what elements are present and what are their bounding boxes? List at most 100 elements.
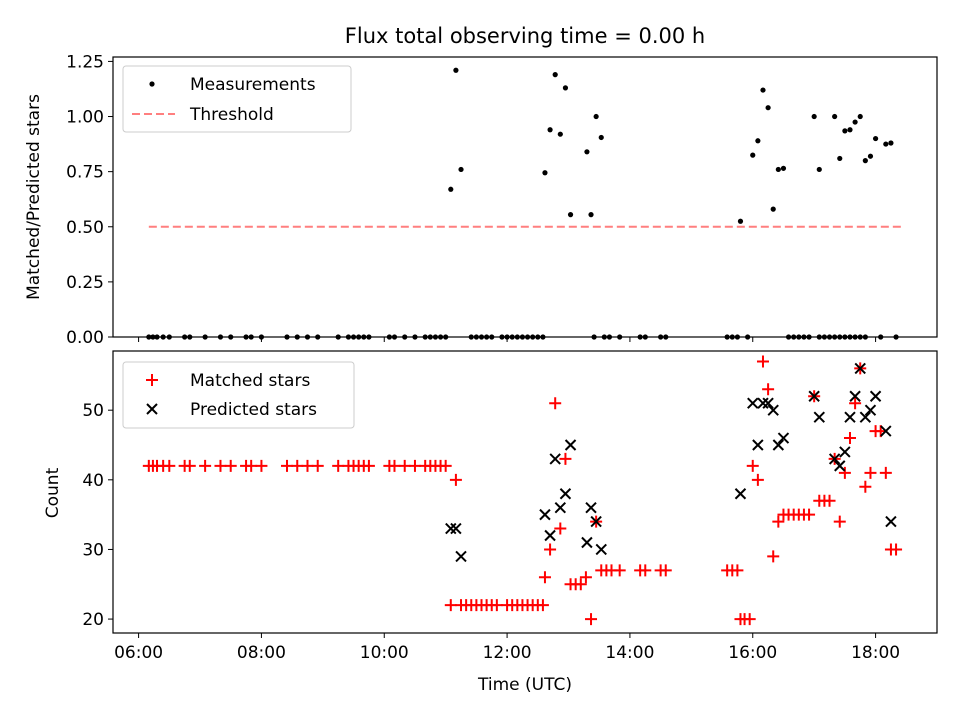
measurement-point	[150, 334, 156, 340]
measurement-point	[540, 334, 546, 340]
predicted-star-point	[772, 439, 785, 451]
measurement-point	[509, 334, 515, 340]
top-y-axis-label: Matched/Predicted stars	[24, 94, 44, 300]
measurement-point	[791, 334, 797, 340]
measurement-point	[294, 334, 300, 340]
measurement-point	[867, 153, 874, 159]
measurement-point	[504, 334, 510, 340]
matched-star-point	[823, 494, 836, 507]
matched-star-point	[245, 459, 258, 472]
measurement-point	[258, 334, 265, 340]
predicted-star-point	[885, 515, 897, 528]
measurement-point	[542, 170, 548, 176]
matched-star-point	[574, 578, 587, 591]
matched-star-point	[398, 459, 411, 472]
predicted-star-point	[839, 446, 851, 458]
predicted-star-point	[590, 515, 602, 528]
measurement-point	[567, 212, 574, 218]
measurement-point	[202, 334, 208, 340]
measurement-point	[737, 218, 744, 224]
matched-star-point	[444, 599, 457, 612]
measurement-point	[878, 334, 884, 340]
measurement-point	[478, 334, 485, 340]
measurement-point	[448, 186, 454, 192]
bottom-legend-box	[122, 361, 355, 429]
measurement-point	[228, 334, 234, 340]
measurement-point	[187, 334, 193, 340]
matched-star-point	[743, 613, 756, 626]
measurement-point	[284, 334, 290, 340]
predicted-star-point	[828, 453, 841, 465]
bottom-x-tick-label: 14:00	[605, 643, 654, 663]
measurement-point	[837, 155, 843, 162]
matched-star-point	[255, 459, 268, 472]
measurement-point	[857, 334, 863, 340]
measurement-point	[893, 334, 899, 340]
predicted-star-point	[813, 411, 825, 423]
predicted-star-point	[844, 411, 856, 423]
matched-star-point	[838, 466, 851, 479]
measurement-point	[796, 334, 802, 340]
legend-matched-marker	[146, 374, 158, 386]
measurement-point	[601, 334, 607, 340]
measurement-point	[591, 334, 597, 340]
bottom-x-tick-label: 16:00	[728, 643, 777, 663]
measurement-point	[243, 334, 249, 340]
measurement-point	[785, 334, 792, 340]
measurement-point	[888, 140, 894, 146]
measurement-point	[729, 334, 735, 340]
predicted-star-point	[767, 404, 779, 416]
matched-star-point	[890, 543, 903, 556]
matched-star-point	[449, 473, 462, 486]
matched-star-point	[585, 613, 598, 626]
predicted-star-point	[757, 397, 769, 409]
measurement-point	[765, 105, 771, 111]
matched-star-point	[311, 459, 324, 472]
matched-star-point	[554, 522, 567, 535]
matched-star-point	[767, 550, 780, 563]
measurement-point	[745, 334, 751, 340]
measurement-point	[598, 134, 604, 141]
predicted-star-point	[559, 488, 572, 500]
top-y-tick-label: 0.25	[66, 273, 104, 293]
predicted-star-point	[762, 397, 774, 409]
predicted-star-point	[544, 529, 556, 542]
matched-star-point	[538, 571, 551, 584]
matched-star-point	[490, 599, 503, 612]
predicted-star-point	[564, 439, 577, 451]
bottom-y-tick-label: 50	[82, 401, 104, 421]
measurement-point	[842, 128, 848, 134]
matched-star-point	[544, 543, 557, 556]
measurement-point	[217, 334, 224, 340]
measurement-point	[432, 334, 439, 340]
legend-threshold-label: Threshold	[189, 105, 274, 125]
measurement-point	[366, 334, 372, 340]
measurement-point	[350, 334, 357, 340]
measurement-point	[552, 72, 558, 78]
measurement-point	[642, 334, 648, 340]
legend-measurements-marker	[149, 81, 155, 87]
measurement-point	[606, 334, 613, 340]
bottom-x-tick-label: 06:00	[114, 643, 163, 663]
measurement-point	[862, 158, 868, 164]
matched-star-point	[803, 508, 816, 521]
matched-star-point	[772, 515, 785, 528]
measurement-point	[847, 127, 853, 133]
measurement-point	[361, 334, 367, 340]
measurement-point	[391, 334, 398, 340]
matched-star-point	[439, 459, 452, 472]
predicted-star-point	[549, 453, 561, 465]
matched-star-point	[579, 571, 592, 584]
matched-star-point	[199, 459, 212, 472]
measurement-point	[473, 334, 479, 340]
legend-predicted-marker	[146, 403, 158, 415]
bottom-y-tick-label: 40	[82, 471, 104, 491]
measurement-point	[356, 334, 362, 340]
measurement-point	[154, 334, 160, 340]
matched-star-point	[163, 459, 176, 472]
measurement-point	[847, 334, 853, 340]
measurement-point	[832, 334, 838, 340]
measurement-point	[755, 138, 761, 144]
legend-matched-label: Matched stars	[190, 371, 310, 391]
